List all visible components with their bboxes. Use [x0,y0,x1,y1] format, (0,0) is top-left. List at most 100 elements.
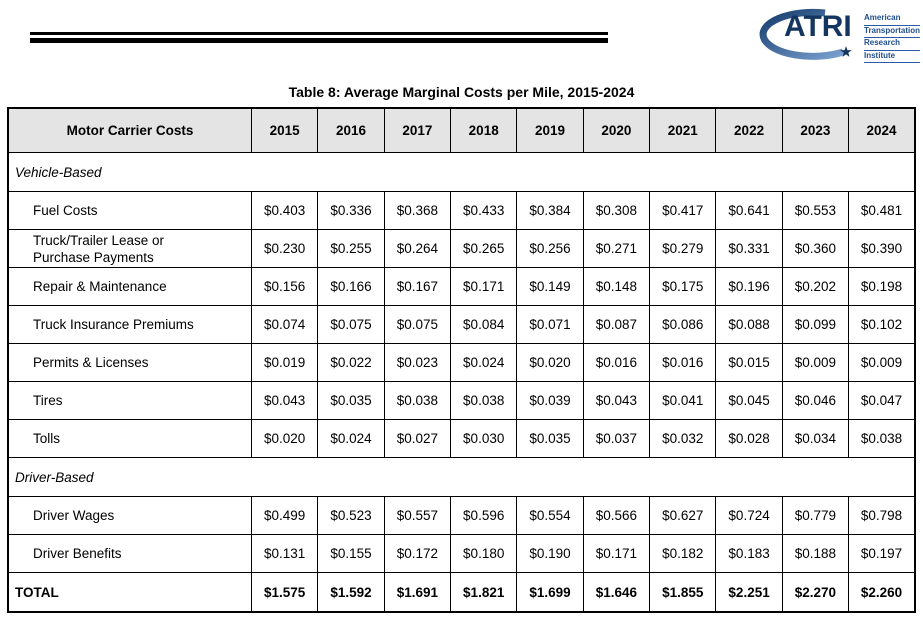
cost-value: $0.149 [516,267,584,306]
table-head: Motor Carrier Costs 2015 2016 2017 2018 2019… [7,107,916,153]
cost-row-label: Repair & Maintenance [7,267,252,306]
cost-value: $0.198 [848,267,916,306]
atri-wordmark: ATRI [784,10,852,43]
cost-value: $0.009 [781,343,850,382]
cost-row: Driver Benefits $0.131 $0.155 $0.172 $0.180 $… [7,534,916,573]
atri-logo: ATRI American Transportation Research Insti… [758,6,920,64]
cost-value: $0.043 [250,381,319,420]
cost-value: $0.265 [450,229,518,268]
cost-value: $0.016 [582,343,651,382]
cost-row-label: Tolls [7,419,252,458]
section-label: Driver-Based [7,457,916,497]
cost-row-label: Permits & Licenses [7,343,252,382]
cost-value: $0.641 [715,191,783,230]
cost-value: $0.596 [450,496,518,535]
column-header-year: 2017 [383,107,452,153]
cost-value: $0.075 [317,305,385,344]
cost-value: $0.264 [383,229,452,268]
cost-value: $0.046 [781,381,850,420]
total-value: $2.270 [781,572,850,613]
cost-value: $0.022 [317,343,385,382]
cost-row: Fuel Costs $0.403 $0.336 $0.368 $0.433 $0.384… [7,191,916,230]
cost-value: $0.039 [516,381,584,420]
section-row: Vehicle-Based [7,152,916,192]
column-header-year: 2018 [450,107,518,153]
total-value: $1.821 [450,572,518,613]
cost-row: Tolls $0.020 $0.024 $0.027 $0.030 $0.035 $0.03… [7,419,916,458]
cost-row-label: Fuel Costs [7,191,252,230]
cost-value: $0.202 [781,267,850,306]
total-value: $1.575 [250,572,319,613]
cost-value: $0.433 [450,191,518,230]
cost-value: $0.188 [781,534,850,573]
cost-value: $0.417 [649,191,717,230]
swoosh-path [759,8,845,60]
cost-value: $0.390 [848,229,916,268]
rule-line-top [30,32,608,35]
cost-value: $0.102 [848,305,916,344]
org-name-line: Transportation [864,26,920,38]
total-value: $1.691 [383,572,452,613]
cost-value: $0.553 [781,191,850,230]
atri-swoosh-icon [759,8,852,60]
cost-value: $0.075 [383,305,452,344]
cost-value: $0.028 [715,419,783,458]
cost-value: $0.086 [649,305,717,344]
cost-value: $0.020 [516,343,584,382]
total-value: $1.646 [582,572,651,613]
cost-value: $0.027 [383,419,452,458]
cost-value: $0.197 [848,534,916,573]
cost-value: $0.035 [317,381,385,420]
column-header-year: 2015 [250,107,319,153]
cost-value: $0.074 [250,305,319,344]
cost-row: Tires $0.043 $0.035 $0.038 $0.038 $0.039 $0.04… [7,381,916,420]
cost-row-label: Driver Wages [7,496,252,535]
total-value: $1.855 [649,572,717,613]
star-icon [840,46,852,57]
rule-line-bottom [30,38,608,43]
cost-value: $0.030 [450,419,518,458]
cost-value: $0.360 [781,229,850,268]
org-name-line: Institute [864,51,920,63]
cost-value: $0.032 [649,419,717,458]
cost-value: $0.038 [848,419,916,458]
cost-value: $0.182 [649,534,717,573]
marginal-costs-table: Motor Carrier Costs 2015 2016 2017 2018 2019… [7,107,916,613]
org-name-line: Research [864,38,920,51]
cost-value: $0.023 [383,343,452,382]
cost-value: $0.047 [848,381,916,420]
cost-value: $0.403 [250,191,319,230]
cost-row: Truck/Trailer Lease or Purchase Payments… [7,229,916,268]
header-double-rule [30,32,608,43]
atri-logo-mark: ATRI [758,6,862,64]
section-label: Vehicle-Based [7,152,916,192]
cost-value: $0.798 [848,496,916,535]
cost-value: $0.156 [250,267,319,306]
cost-row-label: Driver Benefits [7,534,252,573]
cost-value: $0.183 [715,534,783,573]
cost-row: Truck Insurance Premiums $0.074 $0.075 $0.0… [7,305,916,344]
cost-value: $0.019 [250,343,319,382]
cost-value: $0.481 [848,191,916,230]
total-value: $2.251 [715,572,783,613]
cost-value: $0.175 [649,267,717,306]
cost-value: $0.554 [516,496,584,535]
total-label: TOTAL [7,572,252,613]
cost-row: Repair & Maintenance $0.156 $0.166 $0.167 $0… [7,267,916,306]
cost-value: $0.523 [317,496,385,535]
total-value: $2.260 [848,572,916,613]
cost-value: $0.308 [582,191,651,230]
cost-value: $0.043 [582,381,651,420]
cost-value: $0.088 [715,305,783,344]
cost-row-label: Truck Insurance Premiums [7,305,252,344]
cost-value: $0.171 [450,267,518,306]
total-row: TOTAL $1.575 $1.592 $1.691 $1.821 $1.699 $1.64… [7,572,916,613]
cost-value: $0.190 [516,534,584,573]
total-value: $1.699 [516,572,584,613]
cost-value: $0.566 [582,496,651,535]
column-header-year: 2022 [715,107,783,153]
cost-value: $0.099 [781,305,850,344]
column-header-year: 2021 [649,107,717,153]
cost-row-label: Truck/Trailer Lease or Purchase Payments [7,229,252,268]
cost-value: $0.131 [250,534,319,573]
